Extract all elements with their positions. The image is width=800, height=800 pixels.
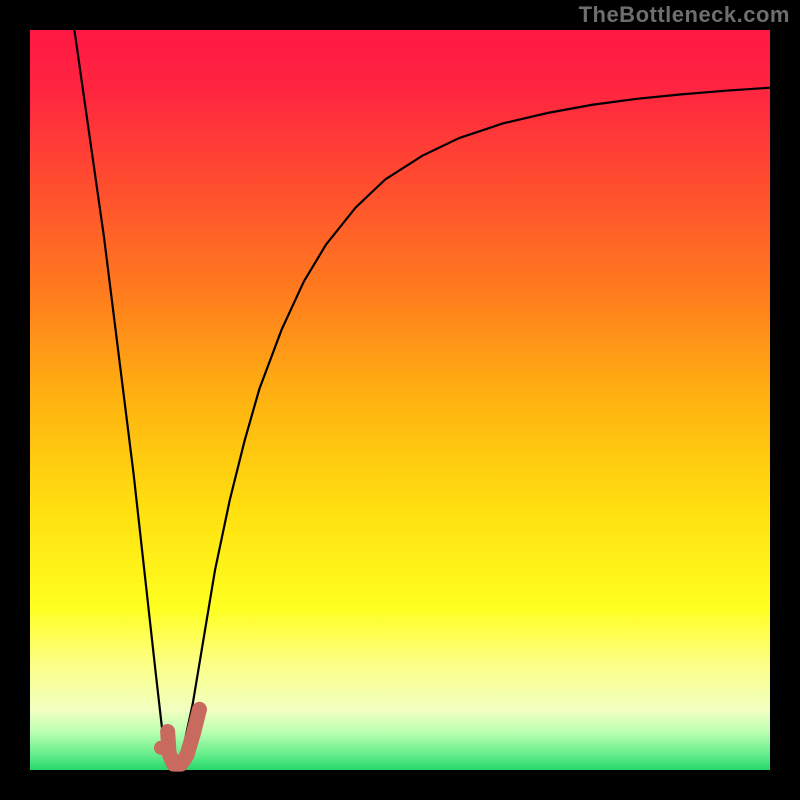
plot-gradient-background — [30, 30, 770, 770]
watermark-text: TheBottleneck.com — [579, 2, 790, 28]
bottleneck-chart — [0, 0, 800, 800]
chart-container: { "meta": { "watermark": "TheBottleneck.… — [0, 0, 800, 800]
marker-dot — [154, 741, 168, 755]
